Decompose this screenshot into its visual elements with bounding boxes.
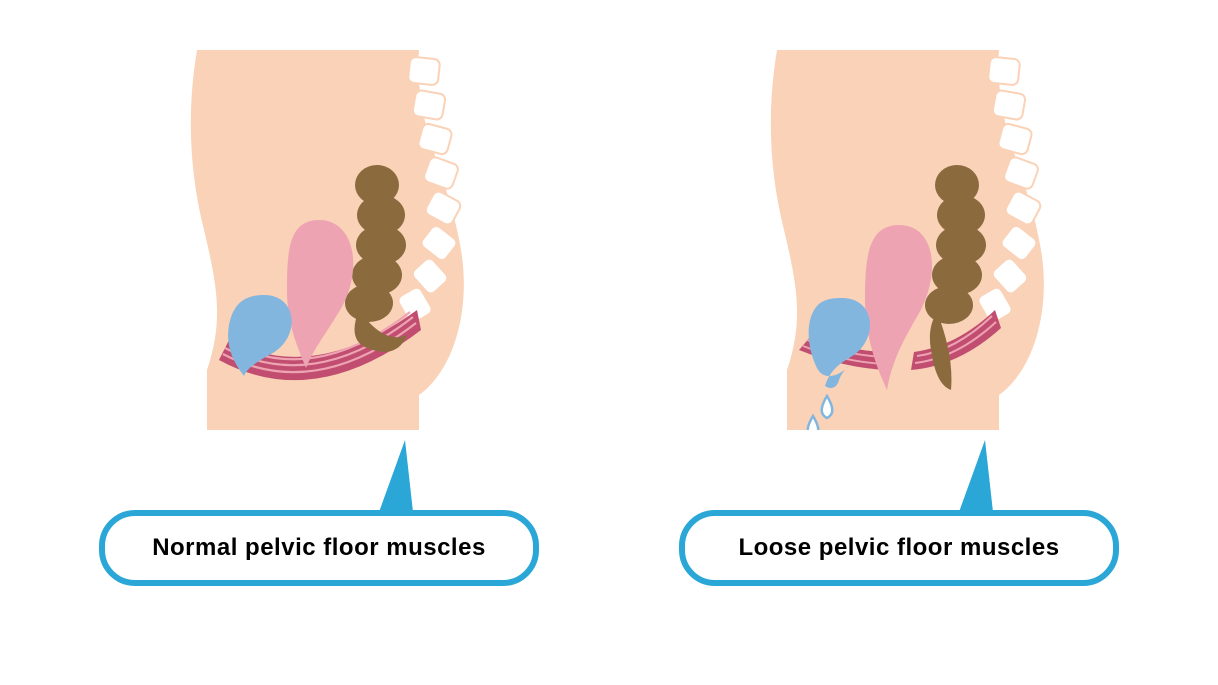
label-normal: Normal pelvic floor muscles (99, 510, 539, 586)
anatomy-diagram-loose (739, 50, 1059, 430)
diagram-container: Normal pelvic floor muscles (0, 0, 1218, 586)
panel-normal: Normal pelvic floor muscles (94, 50, 544, 586)
label-loose: Loose pelvic floor muscles (679, 510, 1119, 586)
pointer-icon (959, 440, 993, 512)
panel-loose: Loose pelvic floor muscles (674, 50, 1124, 586)
label-text: Loose pelvic floor muscles (738, 534, 1059, 561)
pointer-icon (379, 440, 413, 512)
label-text: Normal pelvic floor muscles (152, 534, 486, 561)
callout-loose: Loose pelvic floor muscles (679, 510, 1119, 586)
anatomy-diagram-normal (159, 50, 479, 430)
callout-normal: Normal pelvic floor muscles (99, 510, 539, 586)
